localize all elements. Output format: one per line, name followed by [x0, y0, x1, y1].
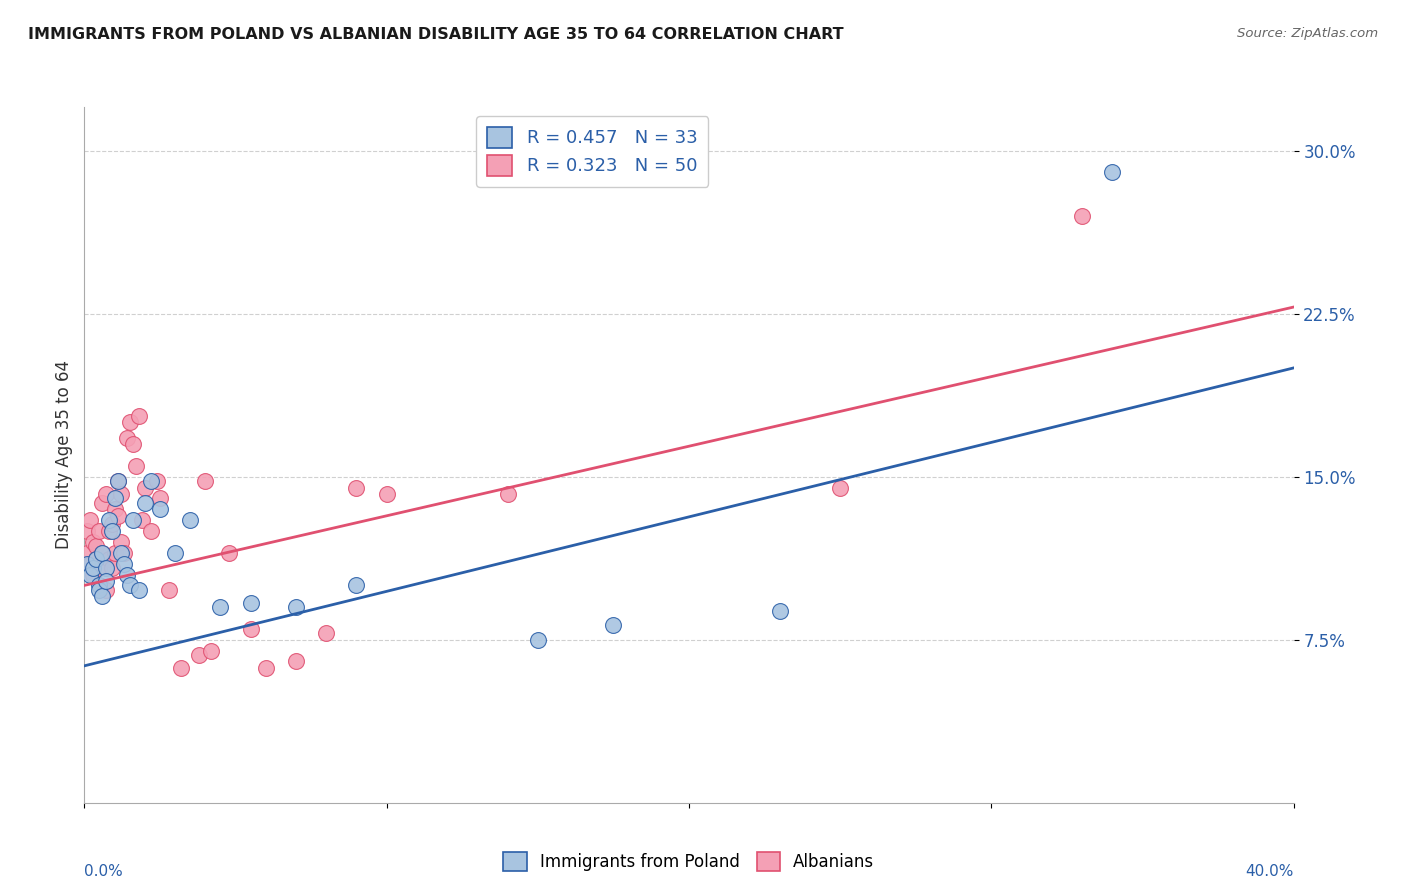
Point	[86, 539, 108, 553]
Point	[82, 561, 104, 575]
Point	[94, 582, 117, 597]
Point	[830, 481, 852, 495]
Point	[115, 567, 138, 582]
Point	[254, 661, 277, 675]
Point	[346, 578, 368, 592]
Point	[284, 655, 308, 669]
Point	[602, 617, 624, 632]
Point	[139, 474, 162, 488]
Point	[104, 502, 127, 516]
Point	[346, 481, 368, 495]
Point	[76, 546, 98, 560]
Point	[104, 546, 127, 560]
Point	[97, 524, 120, 538]
Point	[139, 524, 162, 538]
Point	[82, 535, 104, 549]
Point	[110, 487, 132, 501]
Point	[100, 517, 122, 532]
Point	[118, 578, 141, 592]
Point	[112, 546, 135, 560]
Point	[128, 409, 150, 423]
Text: 0.0%: 0.0%	[84, 863, 124, 879]
Point	[79, 513, 101, 527]
Text: Source: ZipAtlas.com: Source: ZipAtlas.com	[1237, 27, 1378, 40]
Point	[79, 557, 101, 571]
Point	[86, 552, 108, 566]
Point	[128, 582, 150, 597]
Point	[107, 474, 129, 488]
Point	[121, 513, 143, 527]
Point	[179, 513, 201, 527]
Point	[200, 643, 222, 657]
Point	[170, 661, 193, 675]
Point	[209, 600, 232, 615]
Point	[112, 557, 135, 571]
Point	[149, 502, 172, 516]
Point	[91, 546, 114, 560]
Text: IMMIGRANTS FROM POLAND VS ALBANIAN DISABILITY AGE 35 TO 64 CORRELATION CHART: IMMIGRANTS FROM POLAND VS ALBANIAN DISAB…	[28, 27, 844, 42]
Point	[91, 496, 114, 510]
Point	[94, 574, 117, 588]
Legend: R = 0.457   N = 33, R = 0.323   N = 50: R = 0.457 N = 33, R = 0.323 N = 50	[477, 116, 709, 186]
Point	[89, 578, 111, 592]
Point	[239, 596, 262, 610]
Point	[89, 524, 111, 538]
Point	[100, 561, 122, 575]
Point	[118, 415, 141, 429]
Point	[194, 474, 217, 488]
Point	[94, 561, 117, 575]
Point	[1101, 165, 1123, 179]
Point	[769, 605, 792, 619]
Point	[239, 622, 262, 636]
Point	[89, 582, 111, 597]
Point	[115, 431, 138, 445]
Point	[375, 487, 398, 501]
Point	[188, 648, 211, 662]
Point	[97, 513, 120, 527]
Point	[134, 481, 156, 495]
Point	[86, 552, 108, 566]
Point	[89, 561, 111, 575]
Point	[82, 567, 104, 582]
Point	[107, 508, 129, 523]
Point	[76, 524, 98, 538]
Point	[76, 557, 98, 571]
Point	[121, 437, 143, 451]
Point	[107, 474, 129, 488]
Point	[91, 546, 114, 560]
Legend: Immigrants from Poland, Albanians: Immigrants from Poland, Albanians	[495, 843, 883, 880]
Point	[315, 626, 337, 640]
Point	[91, 589, 114, 603]
Point	[125, 458, 148, 473]
Point	[157, 582, 180, 597]
Point	[134, 496, 156, 510]
Point	[526, 632, 548, 647]
Point	[79, 567, 101, 582]
Point	[146, 474, 169, 488]
Point	[163, 546, 186, 560]
Point	[104, 491, 127, 506]
Y-axis label: Disability Age 35 to 64: Disability Age 35 to 64	[55, 360, 73, 549]
Point	[1071, 209, 1094, 223]
Point	[94, 487, 117, 501]
Point	[149, 491, 172, 506]
Point	[218, 546, 240, 560]
Point	[131, 513, 153, 527]
Point	[496, 487, 519, 501]
Point	[100, 524, 122, 538]
Point	[110, 535, 132, 549]
Point	[97, 552, 120, 566]
Point	[284, 600, 308, 615]
Point	[110, 546, 132, 560]
Text: 40.0%: 40.0%	[1246, 863, 1294, 879]
